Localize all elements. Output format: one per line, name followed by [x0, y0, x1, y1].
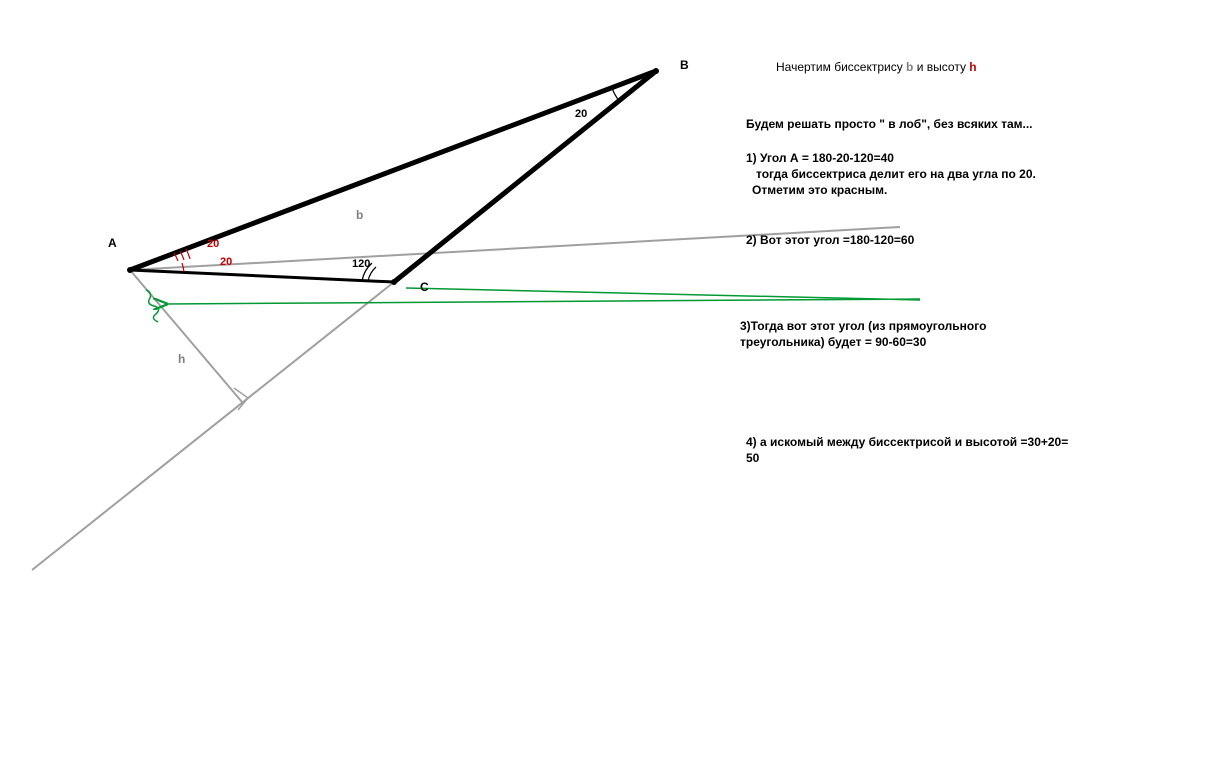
- vertex-b-label: В: [680, 58, 689, 72]
- vertex-b-dot: [653, 68, 659, 74]
- step1-l2: тогда биссектриса делит его на два угла …: [746, 166, 1036, 182]
- green-arrow-1: [165, 299, 920, 304]
- green-arrow-2: [406, 288, 920, 300]
- title-b: b: [906, 60, 913, 74]
- side-ac: [130, 270, 394, 282]
- angle-c-120: 120: [352, 258, 370, 270]
- step3-l2: треугольника) будет = 90-60=30: [740, 334, 986, 350]
- vertex-c-label: С: [420, 280, 429, 294]
- vertex-a-label: А: [108, 236, 117, 250]
- angle-a-20-upper: 20: [207, 238, 219, 250]
- angle-a-20-lower: 20: [220, 256, 232, 268]
- intro-line: Будем решать просто " в лоб", без всяких…: [746, 117, 1033, 131]
- step1-l1: 1) Угол А = 180-20-120=40: [746, 150, 1036, 166]
- step2-line: 2) Вот этот угол =180-120=60: [746, 233, 914, 247]
- vertex-c-dot: [391, 279, 397, 285]
- title-mid: и высоту: [917, 60, 970, 74]
- step2-text: 2) Вот этот угол =180-120=60: [746, 232, 914, 248]
- title-line: Начертим биссектрису b и высоту h: [776, 60, 977, 74]
- title-h: h: [969, 60, 976, 74]
- intro-text: Будем решать просто " в лоб", без всяких…: [746, 116, 1033, 132]
- canvas: А В С 20 20 20 120 b h Начертим биссектр…: [0, 0, 1232, 764]
- title-prefix: Начертим биссектрису: [776, 60, 906, 74]
- geometry-diagram: [0, 0, 1232, 764]
- step1-l3: Отметим это красным.: [746, 182, 1036, 198]
- vertex-a-dot: [127, 267, 133, 273]
- step3-l1: 3)Тогда вот этот угол (из прямоугольного: [740, 318, 986, 334]
- angle-b-20: 20: [575, 108, 587, 120]
- extension-bc: [32, 282, 394, 570]
- angle-b-arc: [612, 88, 620, 102]
- step4-l2: 50: [746, 450, 1068, 466]
- step3-text: 3)Тогда вот этот угол (из прямоугольного…: [740, 318, 986, 350]
- bisector-label-b: b: [356, 208, 363, 222]
- side-bc: [394, 71, 656, 282]
- step4-text: 4) а искомый между биссектрисой и высото…: [746, 434, 1068, 466]
- step4-l1: 4) а искомый между биссектрисой и высото…: [746, 434, 1068, 450]
- altitude-label-h: h: [178, 352, 185, 366]
- step1-text: 1) Угол А = 180-20-120=40 тогда биссектр…: [746, 150, 1036, 199]
